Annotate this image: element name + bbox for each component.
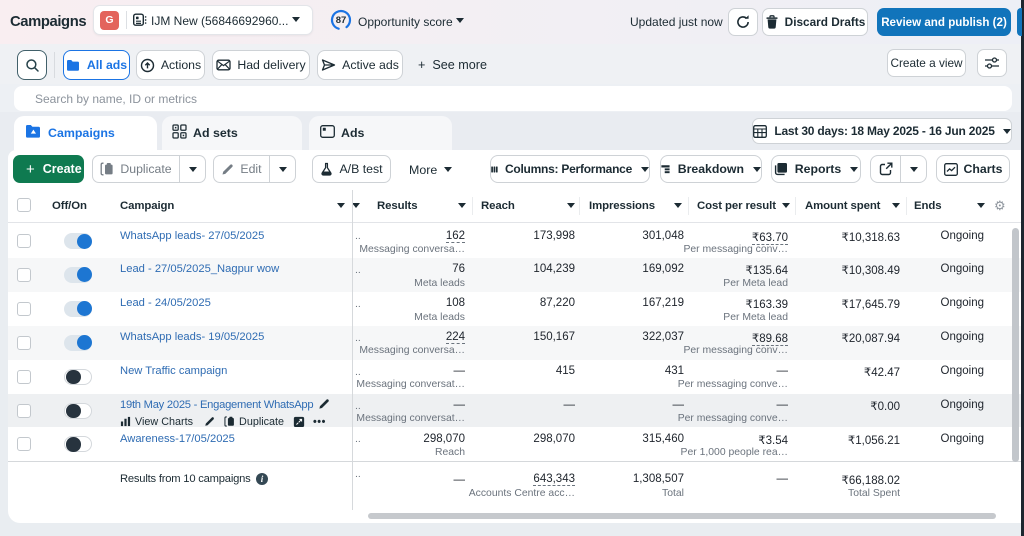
svg-text:87: 87: [336, 15, 347, 26]
